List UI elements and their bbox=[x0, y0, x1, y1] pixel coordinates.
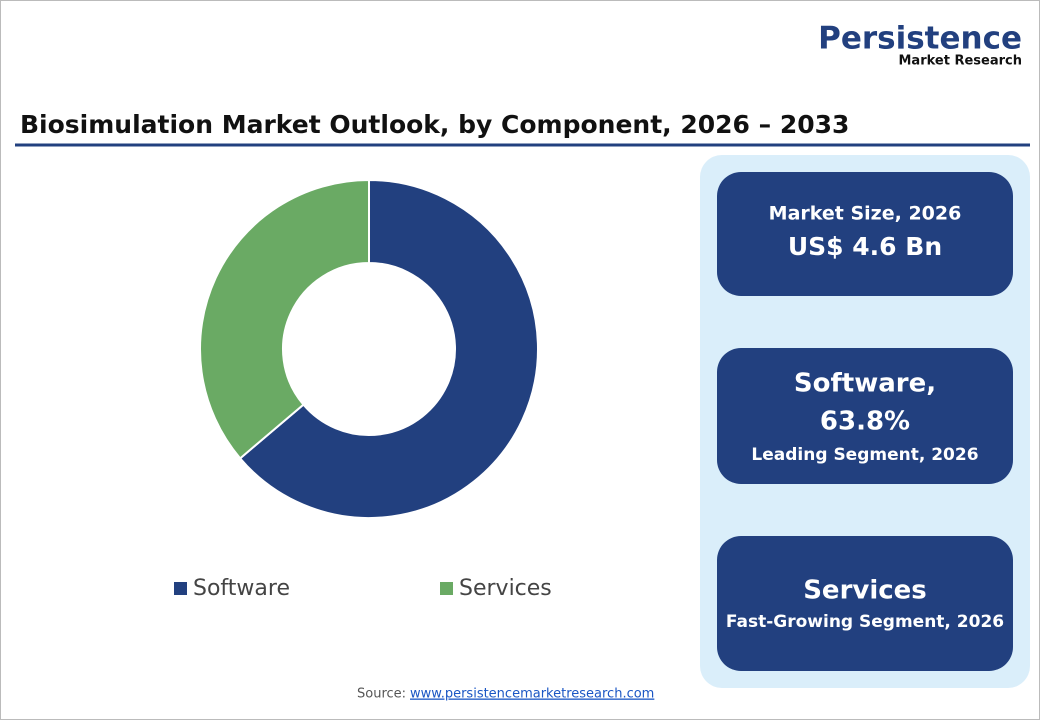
card-text: Software, bbox=[794, 369, 936, 399]
logo-name: Persistence bbox=[818, 21, 1022, 57]
source-label: Source: bbox=[357, 687, 406, 702]
card bbox=[717, 348, 1013, 484]
card-text: Leading Segment, 2026 bbox=[751, 445, 978, 465]
card-text: Market Size, 2026 bbox=[769, 203, 962, 225]
card bbox=[717, 172, 1013, 296]
donut: Software Services bbox=[174, 178, 552, 601]
card-text: US$ 4.6 Bn bbox=[788, 232, 942, 261]
donut-slice bbox=[238, 178, 539, 519]
legend-label: Software bbox=[193, 576, 290, 601]
legend-swatch bbox=[440, 582, 453, 595]
legend-label: Services bbox=[459, 576, 552, 601]
legend-swatch bbox=[174, 582, 187, 595]
card bbox=[717, 536, 1013, 671]
card-text: Fast-Growing Segment, 2026 bbox=[726, 612, 1004, 632]
chart-title: Biosimulation Market Outlook, by Compone… bbox=[20, 110, 849, 139]
cards: Market Size, 2026 US$ 4.6 Bn Software, 63.8… bbox=[717, 172, 1013, 671]
source-link[interactable]: www.persistencemarketresearch.com bbox=[410, 687, 654, 702]
logo-tagline: Market Research bbox=[899, 54, 1023, 69]
donut-slice bbox=[199, 178, 370, 460]
card-text: Services bbox=[803, 576, 927, 606]
card-text: 63.8% bbox=[820, 407, 910, 437]
